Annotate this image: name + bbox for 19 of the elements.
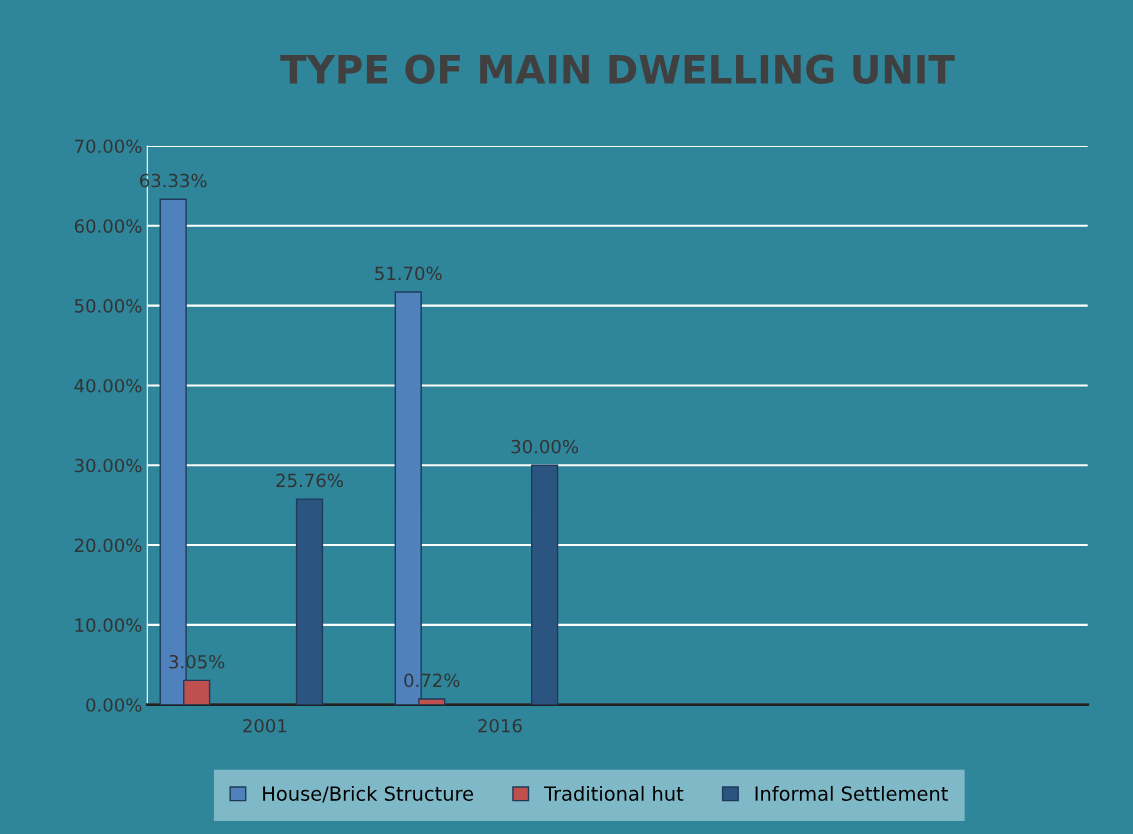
y-tick-label: 60.00% xyxy=(74,219,142,233)
data-label: 51.70% xyxy=(375,266,442,281)
x-tick-label: 2001 xyxy=(243,718,287,733)
data-label: 30.00% xyxy=(511,439,579,454)
bar xyxy=(295,498,324,705)
legend-label: Traditional hut xyxy=(544,785,684,801)
y-tick-label: 10.00% xyxy=(75,618,142,633)
chart-title: TYPE OF MAIN DWELLING UNIT xyxy=(280,54,955,84)
y-tick-label: 40.00% xyxy=(74,378,142,393)
legend-label: House/Brick Structure xyxy=(263,785,474,803)
y-tick-label: 20.00% xyxy=(74,538,142,553)
x-tick-label: 2016 xyxy=(478,718,522,733)
legend-label: Informal Settlement xyxy=(755,785,948,801)
y-tick-label: 0.00% xyxy=(86,698,142,712)
bar xyxy=(530,464,559,705)
y-tick-label: 50.00% xyxy=(74,299,142,313)
y-tick-label: 30.00% xyxy=(74,458,142,473)
data-label: 25.76% xyxy=(276,473,343,488)
y-tick-label: 70.00% xyxy=(75,139,142,154)
